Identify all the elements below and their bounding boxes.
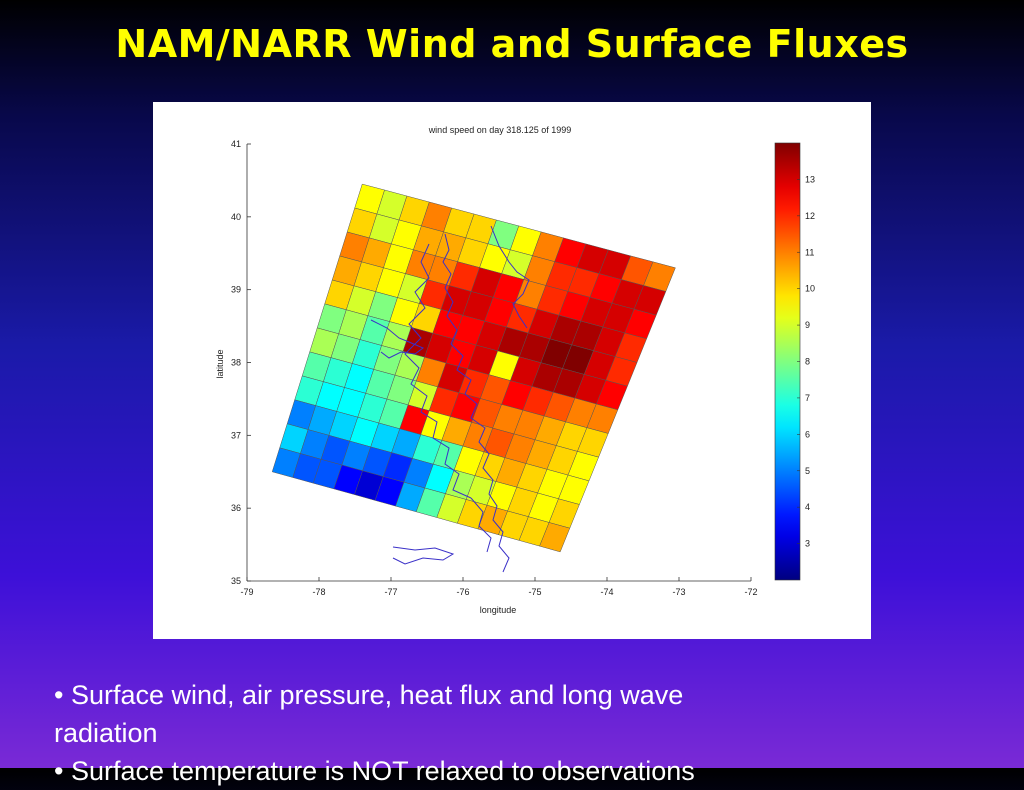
colorbar: 3 4 5 6 7 8 9 10 11 12 13 [774, 142, 815, 581]
bullet-item: • Surface temperature is NOT relaxed to … [54, 756, 695, 786]
colorbar-tick-label: 3 [805, 539, 810, 549]
slide-title: NAM/NARR Wind and Surface Fluxes [115, 22, 909, 66]
bullet-item-continuation: radiation [54, 718, 158, 748]
x-tick-label: -72 [744, 587, 757, 597]
colorbar-tick-label: 7 [805, 393, 810, 403]
heatmap-cells [271, 183, 676, 553]
y-tick-label: 41 [231, 139, 241, 149]
chart-title: wind speed on day 318.125 of 1999 [428, 125, 572, 135]
southern-sounds [392, 546, 455, 565]
x-tick-label: -74 [600, 587, 613, 597]
chesapeake-coastline [442, 233, 510, 573]
colorbar-scale [774, 142, 801, 581]
lower-coast [470, 497, 492, 553]
colorbar-tick-label: 5 [805, 466, 810, 476]
colorbar-tick-label: 6 [805, 429, 810, 439]
colorbar-tick-label: 9 [805, 320, 810, 330]
axes-layer: -79 -78 -77 -76 -75 -74 -73 -72 35 36 37 38 39 40 41 [231, 139, 758, 597]
colorbar-tick-label: 8 [805, 357, 810, 367]
x-tick-label: -77 [384, 587, 397, 597]
wind-speed-chart: wind speed on day 318.125 of 1999 -79 -78… [215, 125, 815, 615]
delaware-bay [490, 225, 530, 329]
colorbar-tick-label: 12 [805, 211, 815, 221]
y-tick-label: 37 [231, 430, 241, 440]
coastline-layer [370, 225, 530, 573]
y-tick-label: 39 [231, 285, 241, 295]
colorbar-tick-label: 11 [805, 247, 814, 257]
y-tick-label: 38 [231, 358, 241, 368]
x-tick-label: -75 [528, 587, 541, 597]
y-axis-label: latitude [215, 349, 225, 378]
colorbar-tick-label: 13 [805, 174, 815, 184]
y-tick-label: 35 [231, 576, 241, 586]
x-tick-label: -73 [672, 587, 685, 597]
bullet-list: • Surface wind, air pressure, heat flux … [54, 676, 954, 790]
heatmap-cell [539, 522, 571, 553]
x-axis-label: longitude [480, 605, 517, 615]
y-tick-label: 36 [231, 503, 241, 513]
x-tick-label: -76 [456, 587, 469, 597]
chart-panel: wind speed on day 318.125 of 1999 -79 -78… [153, 102, 871, 639]
x-tick-label: -79 [240, 587, 253, 597]
bullet-item: • Surface wind, air pressure, heat flux … [54, 680, 684, 710]
colorbar-tick-label: 10 [805, 284, 815, 294]
x-tick-label: -78 [312, 587, 325, 597]
y-tick-label: 40 [231, 212, 241, 222]
potomac-river [370, 319, 424, 359]
bay-western-shore [404, 243, 472, 499]
colorbar-tick-label: 4 [805, 502, 810, 512]
